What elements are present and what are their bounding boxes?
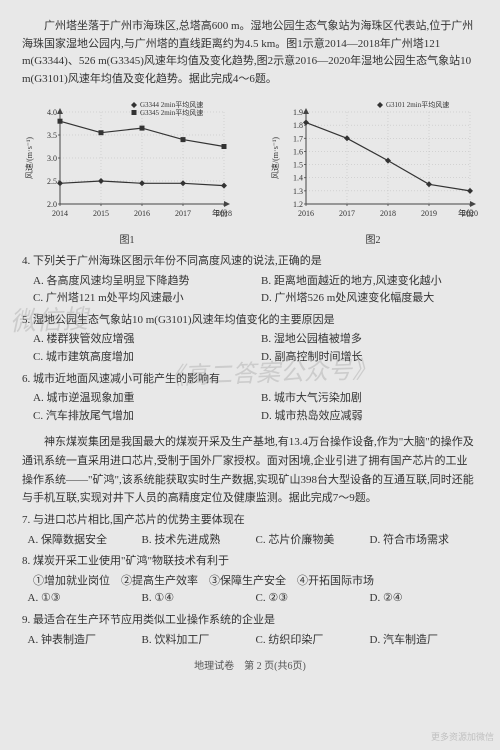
svg-text:2019: 2019 [421, 209, 437, 218]
question-4-opt-A: A. 各高度风速均呈明显下降趋势 [22, 273, 250, 291]
svg-text:1.7: 1.7 [293, 135, 303, 144]
question-8: 8. 煤炭开采工业使用"矿鸿"物联技术有利于 ①增加就业岗位 ②提高生产效率 ③保… [22, 553, 478, 608]
intro-paragraph: 广州塔坐落于广州市海珠区,总塔高600 m。湿地公园生态气象站为海珠区代表站,位… [22, 18, 478, 88]
svg-text:1.2: 1.2 [293, 200, 303, 209]
svg-text:2017: 2017 [339, 209, 355, 218]
question-5-opt-B: B. 湿地公园植被增多 [250, 331, 478, 349]
svg-text:风速/(m·s⁻¹): 风速/(m·s⁻¹) [25, 137, 34, 180]
question-9-options: A. 钟表制造厂B. 饮料加工厂C. 纺织印染厂D. 汽车制造厂 [22, 632, 478, 650]
question-6-opt-C: C. 汽车排放尾气增加 [22, 408, 250, 426]
question-7: 7. 与进口芯片相比,国产芯片的优势主要体现在 A. 保障数据安全B. 技术先进成… [22, 512, 478, 549]
svg-text:3.5: 3.5 [47, 131, 57, 140]
chart2-box: 1.2 1.3 1.4 1.5 1.6 1.7 1.8 1.9 2016 2017 2018 2019… [268, 94, 478, 249]
chart1-caption: 图1 [22, 233, 232, 249]
question-7-opt-D: D. 符合市场需求 [364, 532, 478, 550]
question-5-opt-A: A. 楼群狭管效应增强 [22, 331, 250, 349]
question-8-opt-B: B. ①④ [136, 590, 250, 608]
question-7-opt-B: B. 技术先进成熟 [136, 532, 250, 550]
question-4-opt-B: B. 距离地面越近的地方,风速变化越小 [250, 273, 478, 291]
svg-text:年份: 年份 [458, 208, 474, 218]
page-footer: 地理试卷 第 2 页(共6页) [22, 659, 478, 675]
question-block-2: 7. 与进口芯片相比,国产芯片的优势主要体现在 A. 保障数据安全B. 技术先进成… [22, 512, 478, 649]
svg-text:1.5: 1.5 [293, 161, 303, 170]
question-7-options: A. 保障数据安全B. 技术先进成熟C. 芯片价廉物美D. 符合市场需求 [22, 532, 478, 550]
svg-text:2017: 2017 [175, 209, 191, 218]
svg-text:G3345 2min平均风速: G3345 2min平均风速 [140, 108, 203, 117]
passage-2: 神东煤炭集团是我国最大的煤炭开采及生产基地,有13.4万台操作设备,作为"大脑"… [22, 433, 478, 508]
question-9-stem: 9. 最适合在生产环节应用类似工业操作系统的企业是 [22, 612, 478, 630]
question-block-1: 4. 下列关于广州海珠区图示年份不同高度风速的说法,正确的是 A. 各高度风速均呈… [22, 253, 478, 425]
question-6-opt-A: A. 城市逆温现象加重 [22, 390, 250, 408]
svg-text:2.5: 2.5 [47, 177, 57, 186]
svg-text:2015: 2015 [93, 209, 109, 218]
chart2: 1.2 1.3 1.4 1.5 1.6 1.7 1.8 1.9 2016 2017 2018 2019… [268, 94, 478, 224]
question-8-sub: ①增加就业岗位 ②提高生产效率 ③保障生产安全 ④开拓国际市场 [22, 573, 478, 591]
question-4: 4. 下列关于广州海珠区图示年份不同高度风速的说法,正确的是 A. 各高度风速均呈… [22, 253, 478, 308]
svg-text:1.9: 1.9 [293, 108, 303, 117]
question-8-opt-D: D. ②④ [364, 590, 478, 608]
question-6: 6. 城市近地面风速减小可能产生的影响有A. 城市逆温现象加重B. 城市大气污染… [22, 371, 478, 426]
question-5-opt-D: D. 副高控制时间增长 [250, 349, 478, 367]
question-7-stem: 7. 与进口芯片相比,国产芯片的优势主要体现在 [22, 512, 478, 530]
svg-text:2016: 2016 [134, 209, 150, 218]
question-9-opt-A: A. 钟表制造厂 [22, 632, 136, 650]
question-5-stem: 5. 湿地公园生态气象站10 m(G3101)风速年均值变化的主要原因是 [22, 312, 478, 330]
question-9-opt-D: D. 汽车制造厂 [364, 632, 478, 650]
question-4-options: A. 各高度风速均呈明显下降趋势B. 距离地面越近的地方,风速变化越小C. 广州… [22, 273, 478, 308]
question-4-stem: 4. 下列关于广州海珠区图示年份不同高度风速的说法,正确的是 [22, 253, 478, 271]
question-4-opt-D: D. 广州塔526 m处风速变化幅度最大 [250, 290, 478, 308]
question-8-stem: 8. 煤炭开采工业使用"矿鸿"物联技术有利于 [22, 553, 478, 571]
watermark-corner: 更多资源加微信 [431, 730, 494, 744]
question-7-opt-C: C. 芯片价廉物美 [250, 532, 364, 550]
question-8-options: A. ①③B. ①④C. ②③D. ②④ [22, 590, 478, 608]
svg-text:G3101 2min平均风速: G3101 2min平均风速 [386, 100, 449, 109]
svg-text:G3344 2min平均风速: G3344 2min平均风速 [140, 100, 203, 109]
chart2-caption: 图2 [268, 233, 478, 249]
svg-text:2.0: 2.0 [47, 200, 57, 209]
question-6-options: A. 城市逆温现象加重B. 城市大气污染加剧C. 汽车排放尾气增加D. 城市热岛… [22, 390, 478, 425]
svg-text:1.3: 1.3 [293, 187, 303, 196]
chart1-box: 2.02.53.03.54.020142015201620172018年份风速/… [22, 94, 232, 249]
question-4-opt-C: C. 广州塔121 m处平均风速最小 [22, 290, 250, 308]
question-6-opt-D: D. 城市热岛效应减弱 [250, 408, 478, 426]
svg-text:4.0: 4.0 [47, 108, 57, 117]
question-6-stem: 6. 城市近地面风速减小可能产生的影响有 [22, 371, 478, 389]
question-8-opt-A: A. ①③ [22, 590, 136, 608]
question-5-options: A. 楼群狭管效应增强B. 湿地公园植被增多C. 城市建筑高度增加D. 副高控制… [22, 331, 478, 366]
svg-text:风速/(m·s⁻¹): 风速/(m·s⁻¹) [271, 137, 280, 180]
question-9: 9. 最适合在生产环节应用类似工业操作系统的企业是 A. 钟表制造厂B. 饮料加工… [22, 612, 478, 649]
svg-text:1.8: 1.8 [293, 122, 303, 131]
svg-text:2016: 2016 [298, 209, 314, 218]
question-7-opt-A: A. 保障数据安全 [22, 532, 136, 550]
svg-text:1.6: 1.6 [293, 148, 303, 157]
svg-text:2018: 2018 [380, 209, 396, 218]
question-5: 5. 湿地公园生态气象站10 m(G3101)风速年均值变化的主要原因是A. 楼… [22, 312, 478, 367]
svg-text:年份: 年份 [212, 208, 228, 218]
question-8-opt-C: C. ②③ [250, 590, 364, 608]
question-6-opt-B: B. 城市大气污染加剧 [250, 390, 478, 408]
svg-text:3.0: 3.0 [47, 154, 57, 163]
svg-text:2014: 2014 [52, 209, 68, 218]
question-5-opt-C: C. 城市建筑高度增加 [22, 349, 250, 367]
question-9-opt-C: C. 纺织印染厂 [250, 632, 364, 650]
charts-row: 2.0 2.5 3.0 3.5 4.0 2014 2015 2016 2017 2018 年份 风速/… [22, 94, 478, 249]
svg-text:1.4: 1.4 [293, 174, 303, 183]
question-9-opt-B: B. 饮料加工厂 [136, 632, 250, 650]
chart1: 2.02.53.03.54.020142015201620172018年份风速/… [22, 94, 232, 224]
